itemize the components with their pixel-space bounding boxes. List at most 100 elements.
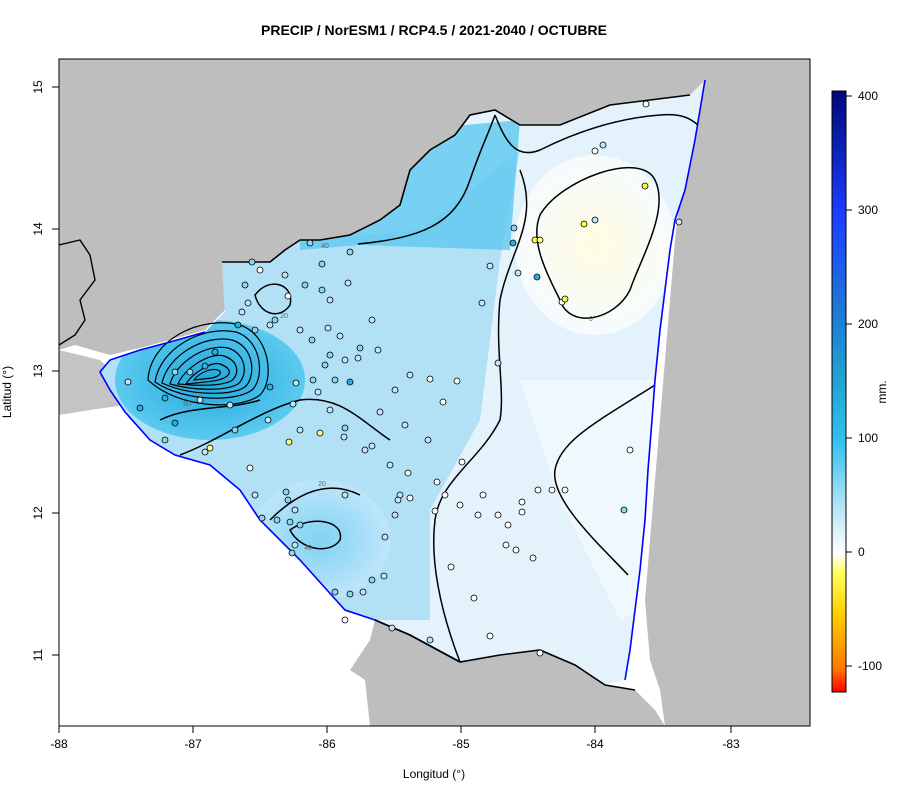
- y-tick-label: 13: [31, 364, 45, 378]
- station-point: [548, 486, 556, 494]
- station-point: [321, 361, 329, 369]
- station-point: [271, 316, 279, 324]
- station-point: [599, 141, 607, 149]
- station-point: [354, 354, 362, 362]
- station-point: [356, 344, 364, 352]
- station-point: [326, 406, 334, 414]
- station-point: [241, 281, 249, 289]
- station-point: [433, 478, 441, 486]
- station-point: [514, 269, 522, 277]
- station-point: [368, 442, 376, 450]
- station-point: [318, 260, 326, 268]
- colorbar-tick-label: 100: [858, 431, 878, 445]
- station-point: [641, 182, 649, 190]
- station-point: [533, 273, 541, 281]
- station-point: [161, 394, 169, 402]
- station-point: [238, 308, 246, 316]
- station-point: [308, 336, 316, 344]
- station-point: [386, 461, 394, 469]
- x-tick-label: -86: [318, 737, 336, 751]
- station-point: [306, 239, 314, 247]
- station-point: [196, 396, 204, 404]
- station-point: [346, 378, 354, 386]
- colorbar-tick-label: 400: [858, 89, 878, 103]
- honduras-border: [222, 94, 691, 263]
- station-point: [251, 326, 259, 334]
- station-point: [474, 511, 482, 519]
- station-point: [431, 507, 439, 515]
- station-point: [331, 588, 339, 596]
- station-point: [368, 316, 376, 324]
- land-costa-rica: [350, 620, 665, 726]
- station-point: [201, 362, 209, 370]
- land-gulf-fonseca-west: [59, 350, 130, 415]
- colorbar-tick-label: 0: [858, 545, 865, 559]
- station-point: [376, 408, 384, 416]
- x-axis-label: Longitud (°): [403, 767, 465, 781]
- station-point: [494, 511, 502, 519]
- station-point: [368, 576, 376, 584]
- station-point: [292, 379, 300, 387]
- station-point: [346, 590, 354, 598]
- y-tick-label: 11: [31, 648, 45, 661]
- contour-label-0: 0: [589, 316, 593, 323]
- station-point: [374, 346, 382, 354]
- station-point: [326, 351, 334, 359]
- station-point: [426, 375, 434, 383]
- station-point: [406, 494, 414, 502]
- station-point: [591, 216, 599, 224]
- station-point: [288, 549, 296, 557]
- station-point: [336, 332, 344, 340]
- station-point: [161, 436, 169, 444]
- station-point: [341, 491, 349, 499]
- station-point: [401, 421, 409, 429]
- station-point: [326, 296, 334, 304]
- contour-label-20: 20: [318, 481, 326, 488]
- x-tick-label: -83: [722, 737, 740, 751]
- station-point: [256, 266, 264, 274]
- station-point: [470, 594, 478, 602]
- costarica-border: [374, 619, 636, 691]
- station-point: [561, 295, 569, 303]
- station-point: [642, 100, 650, 108]
- station-point: [251, 491, 259, 499]
- station-point: [284, 292, 292, 300]
- station-point: [301, 281, 309, 289]
- station-point: [388, 624, 396, 632]
- station-point: [344, 279, 352, 287]
- map-panel: 40 20 80 20 40 0: [59, 59, 810, 726]
- station-point: [258, 514, 266, 522]
- station-point: [504, 521, 512, 529]
- station-point: [536, 649, 544, 657]
- y-tick-label: 12: [31, 506, 45, 520]
- station-point: [361, 446, 369, 454]
- station-point: [231, 426, 239, 434]
- station-point: [486, 632, 494, 640]
- nicaragua-coastline: [99, 79, 706, 681]
- station-point: [341, 424, 349, 432]
- station-point: [380, 572, 388, 580]
- station-point: [266, 383, 274, 391]
- y-tick-label: 15: [31, 80, 45, 94]
- station-point: [186, 368, 194, 376]
- station-point: [626, 446, 634, 454]
- station-point: [561, 486, 569, 494]
- station-point: [529, 554, 537, 562]
- y-tick-label: 14: [31, 222, 45, 236]
- station-point: [331, 376, 339, 384]
- station-point: [620, 506, 628, 514]
- station-point: [248, 258, 256, 266]
- station-point: [518, 498, 526, 506]
- contour-lines: [159, 113, 699, 663]
- land-east-edge: [645, 59, 810, 726]
- station-point: [282, 488, 290, 496]
- contour-label-40: 40: [304, 545, 312, 552]
- station-point: [346, 248, 354, 256]
- x-tick-label: -84: [586, 737, 604, 751]
- station-point: [509, 239, 517, 247]
- station-point: [234, 321, 242, 329]
- station-point: [512, 546, 520, 554]
- station-point: [580, 220, 588, 228]
- station-point: [244, 299, 252, 307]
- station-point: [273, 516, 281, 524]
